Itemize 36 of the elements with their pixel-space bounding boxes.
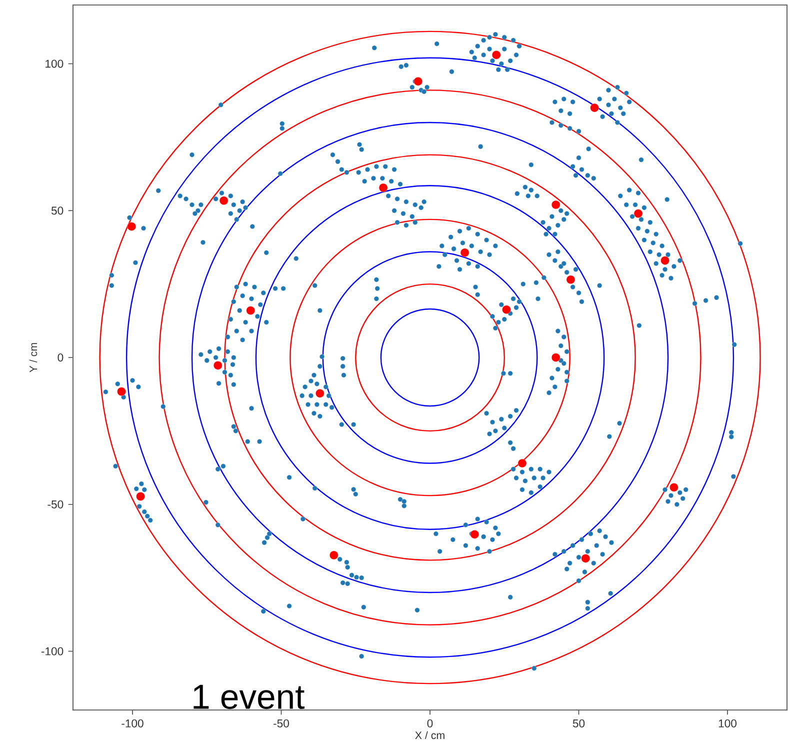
x-tick-label: -100: [122, 719, 144, 728]
y-tick-label: 100: [46, 60, 64, 68]
point: [246, 306, 255, 315]
point: [566, 275, 576, 284]
point: [660, 256, 670, 265]
point: [127, 222, 136, 231]
x-tick-label: 50: [572, 719, 585, 728]
point: [670, 482, 678, 492]
point: [378, 183, 388, 192]
x-tick-label: 100: [718, 719, 737, 728]
annotation: 1 event: [194, 684, 304, 710]
point: [634, 209, 643, 218]
point: [470, 530, 479, 539]
point: [136, 492, 145, 501]
point: [330, 550, 338, 560]
point: [414, 77, 422, 86]
point: [551, 353, 560, 362]
point: [492, 50, 501, 60]
point: [590, 103, 599, 112]
y-tick-label: 50: [51, 206, 64, 215]
point: [219, 196, 228, 206]
point: [117, 387, 126, 396]
point: [581, 554, 590, 563]
x-tick-label: -50: [274, 719, 289, 728]
y-tick-label: -50: [48, 500, 64, 508]
point: [551, 200, 560, 210]
x-tick-label: 0: [427, 719, 433, 728]
point: [518, 458, 527, 468]
y-tick-label: -100: [41, 647, 64, 656]
point: [460, 248, 470, 257]
point: [316, 388, 324, 398]
point: [502, 305, 511, 314]
y-tick-label: 0: [58, 353, 64, 362]
x-axis-title: X / cm: [415, 731, 444, 740]
point: [214, 361, 222, 370]
y-axis-title: Y / cm: [29, 343, 38, 372]
